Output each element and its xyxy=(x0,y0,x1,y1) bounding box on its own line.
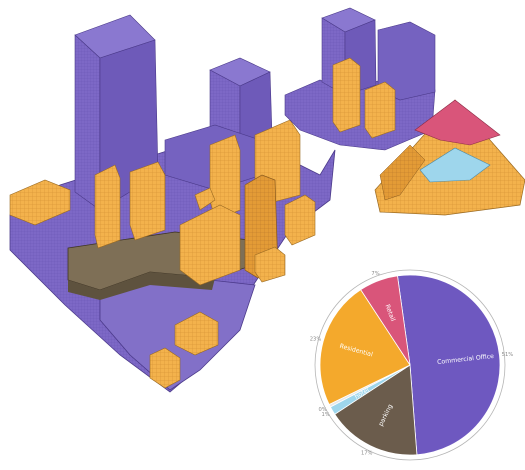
cluster-orange-2 xyxy=(364,81,396,139)
pie-percent-label: 17% xyxy=(361,450,373,456)
pie-percent-label: 51% xyxy=(502,352,514,358)
program-pie-chart: Commercial Office 51%parking17%hotel1%0%R… xyxy=(310,269,514,461)
parking-level-front xyxy=(68,272,215,300)
residential-blocks xyxy=(9,119,316,389)
pie-percent-label: 7% xyxy=(371,271,379,277)
pie-slice-parking xyxy=(334,364,418,456)
pie-slices xyxy=(319,274,501,456)
triangle-inner-orange xyxy=(379,144,426,201)
triangle-retail xyxy=(414,99,501,146)
pie-percent-label: 0% xyxy=(318,407,326,413)
pie-percent-label: 1% xyxy=(321,412,329,418)
left-site-massing xyxy=(9,14,336,393)
pie-outer-ring xyxy=(314,269,506,461)
pie-slice-residential xyxy=(319,289,411,405)
right-office-cluster xyxy=(284,7,436,151)
pie-slice-retail xyxy=(360,275,411,366)
pie-percent-label: 23% xyxy=(310,336,322,342)
triangular-block xyxy=(374,99,525,216)
cluster-orange-1 xyxy=(332,57,361,133)
triangle-hotel xyxy=(419,147,491,183)
pie-slice-commercial-office xyxy=(397,274,501,456)
